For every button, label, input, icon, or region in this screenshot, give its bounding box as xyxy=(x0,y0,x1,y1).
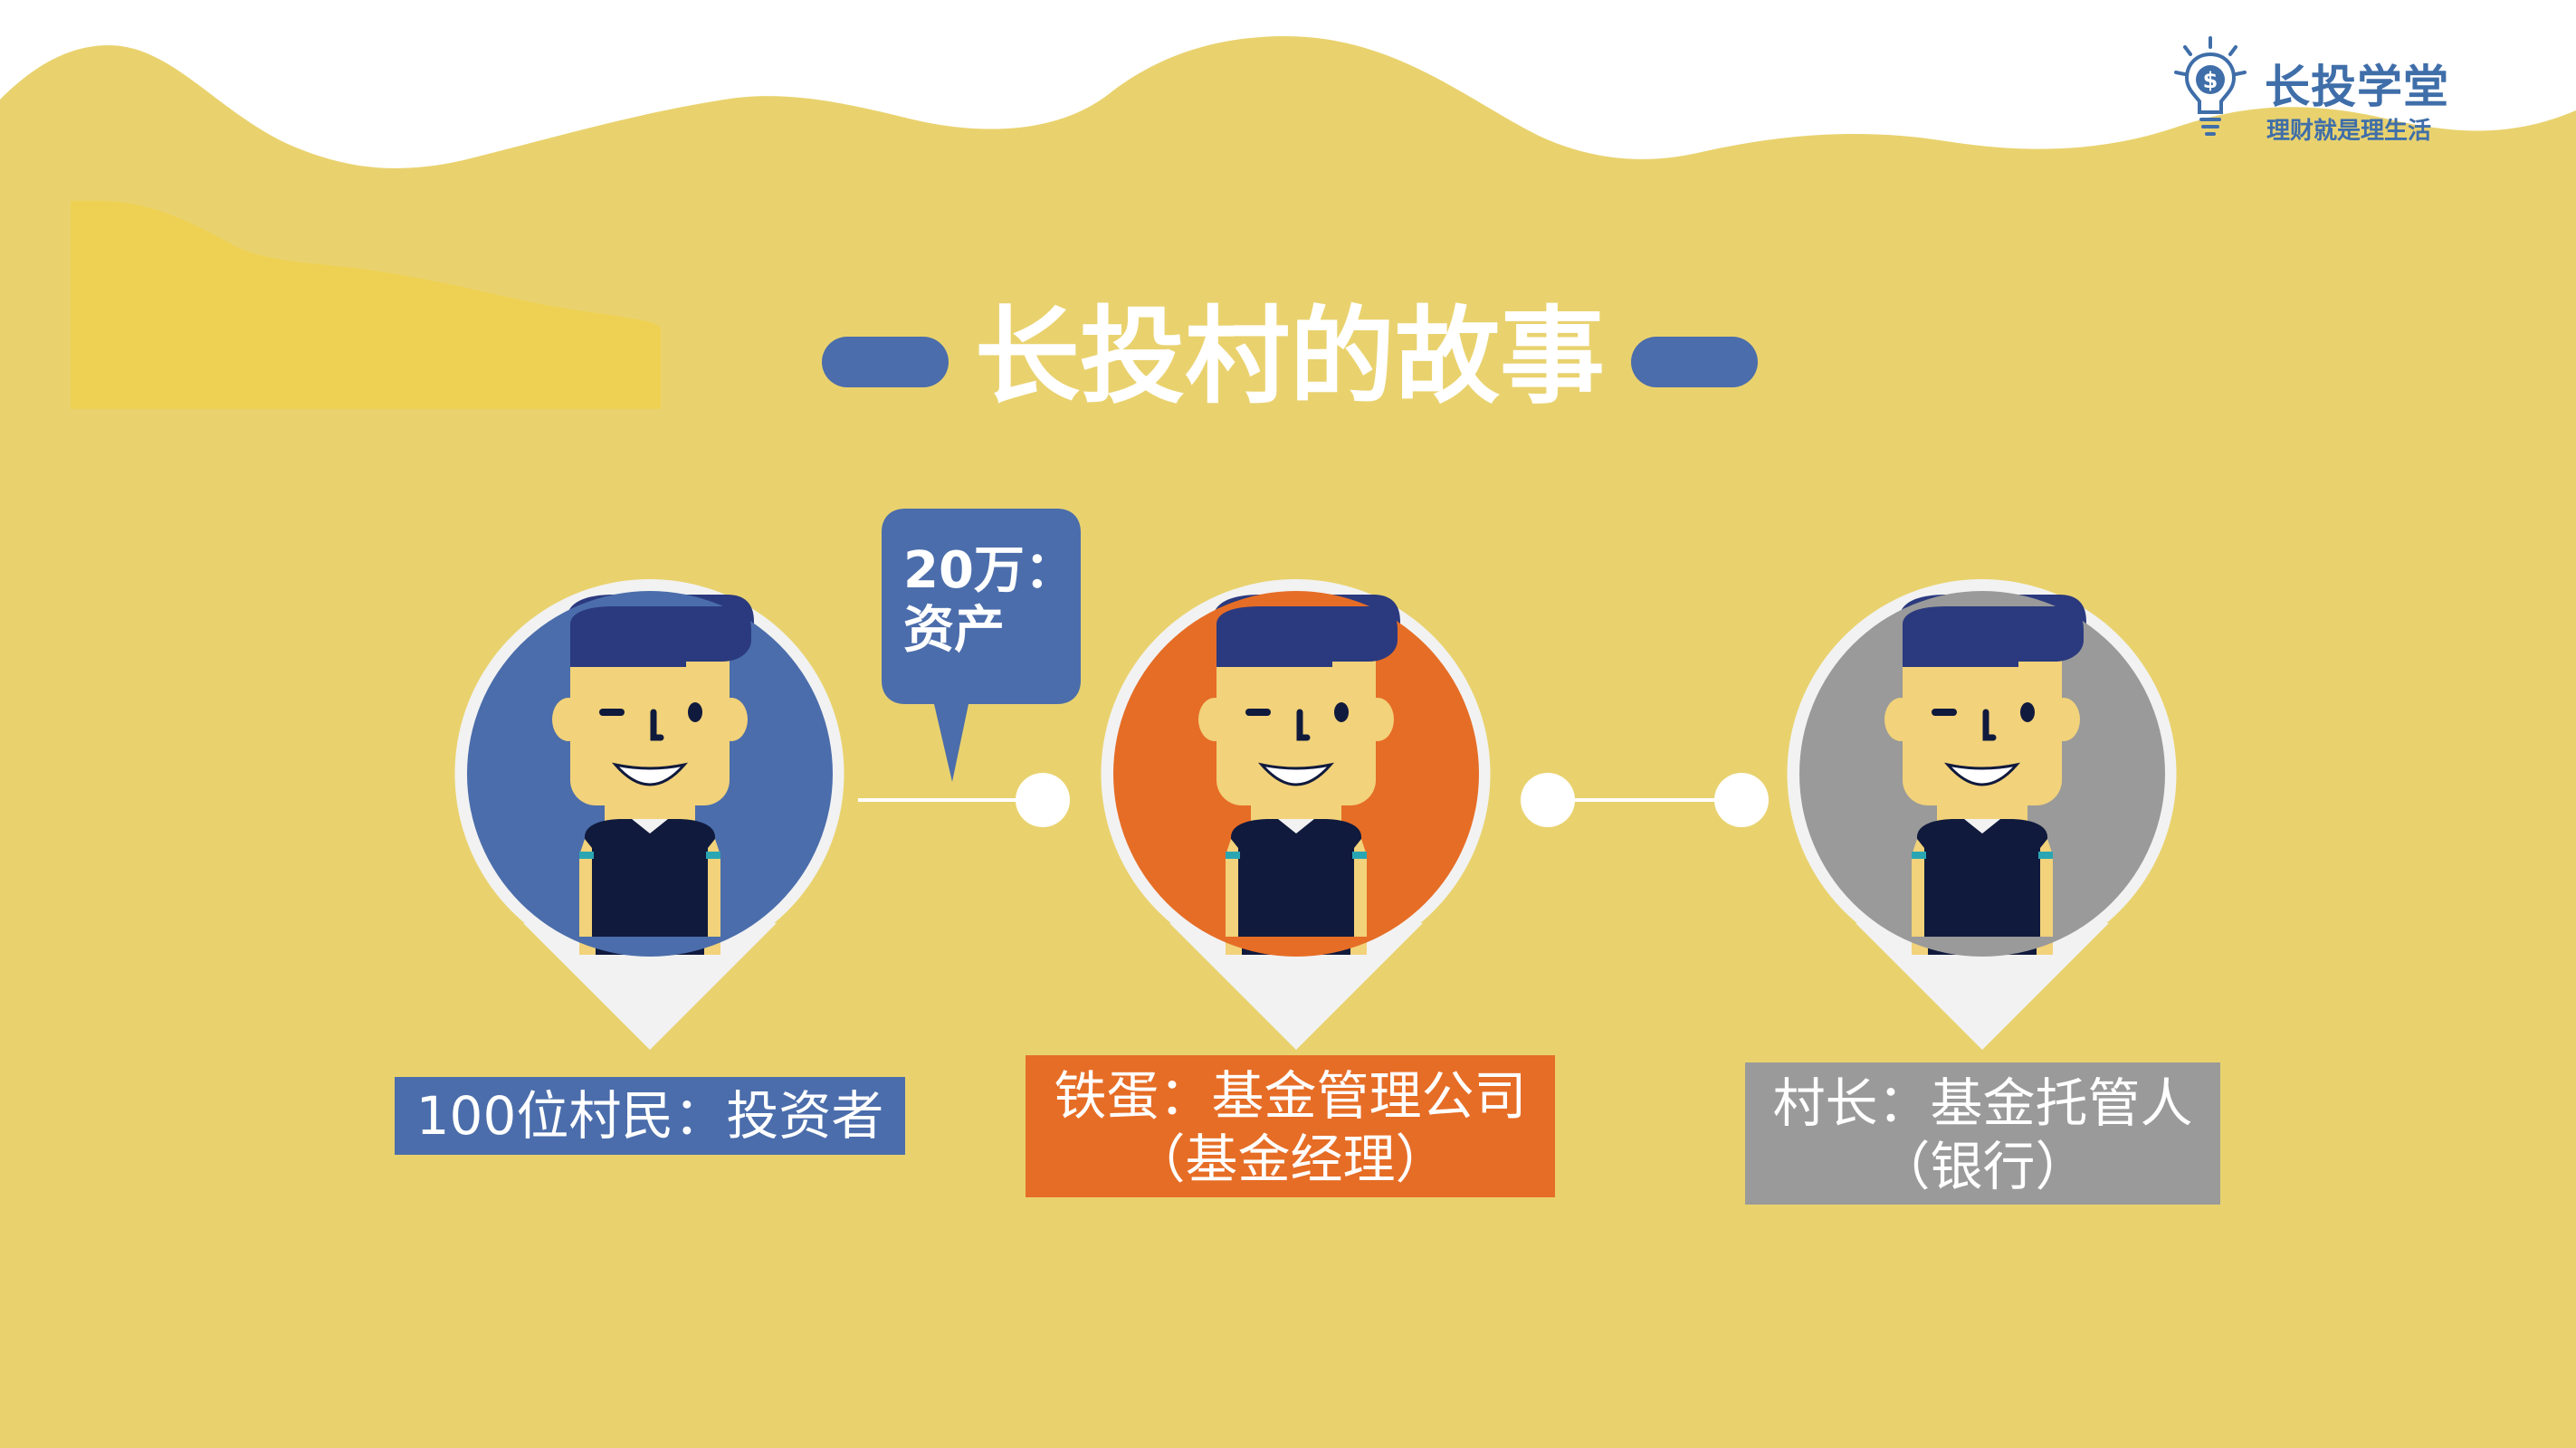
svg-text:$: $ xyxy=(2203,68,2218,93)
light-block xyxy=(71,201,661,409)
connector-dot-2 xyxy=(1521,773,1575,827)
top-wave xyxy=(0,0,2576,168)
asset-speech-bubble xyxy=(882,509,1081,782)
custodian-label: 村长：基金托管人 （银行） xyxy=(1745,1062,2220,1205)
investor-person xyxy=(552,606,751,937)
brand-name: 长投学堂 xyxy=(2265,61,2449,113)
asset-bubble-text: 20万： 资产 xyxy=(903,541,1075,661)
custodian-label-line-1: 村长：基金托管人 xyxy=(1772,1072,2193,1134)
page-title: 长投村的故事 xyxy=(975,296,1605,418)
manager-label: 铁蛋：基金管理公司 （基金经理） xyxy=(1026,1055,1555,1197)
lightbulb-dollar-icon: $ xyxy=(2174,36,2247,136)
manager-label-line-1: 铁蛋：基金管理公司 xyxy=(1054,1065,1527,1127)
title-pill-left xyxy=(822,337,949,387)
title-pill-right xyxy=(1631,337,1758,387)
investor-label: 100位村民：投资者 xyxy=(395,1077,905,1155)
investor-label-text: 100位村民：投资者 xyxy=(415,1085,884,1147)
title-banner: 长投村的故事 xyxy=(815,290,1765,425)
custodian-person xyxy=(1884,606,2084,937)
connector-dot-3 xyxy=(1714,773,1769,827)
manager-label-line-2: （基金经理） xyxy=(1132,1129,1448,1190)
custodian-label-line-2: （银行） xyxy=(1877,1136,2088,1197)
asset-bubble-line-2: 资产 xyxy=(903,601,1005,660)
brand-logo: $ 长投学堂 理财就是理生活 xyxy=(2167,34,2529,152)
connector-dot-1 xyxy=(1016,773,1070,827)
asset-bubble-line-1: 20万： xyxy=(903,541,1075,600)
brand-slogan: 理财就是理生活 xyxy=(2266,118,2432,145)
manager-person xyxy=(1198,606,1398,937)
